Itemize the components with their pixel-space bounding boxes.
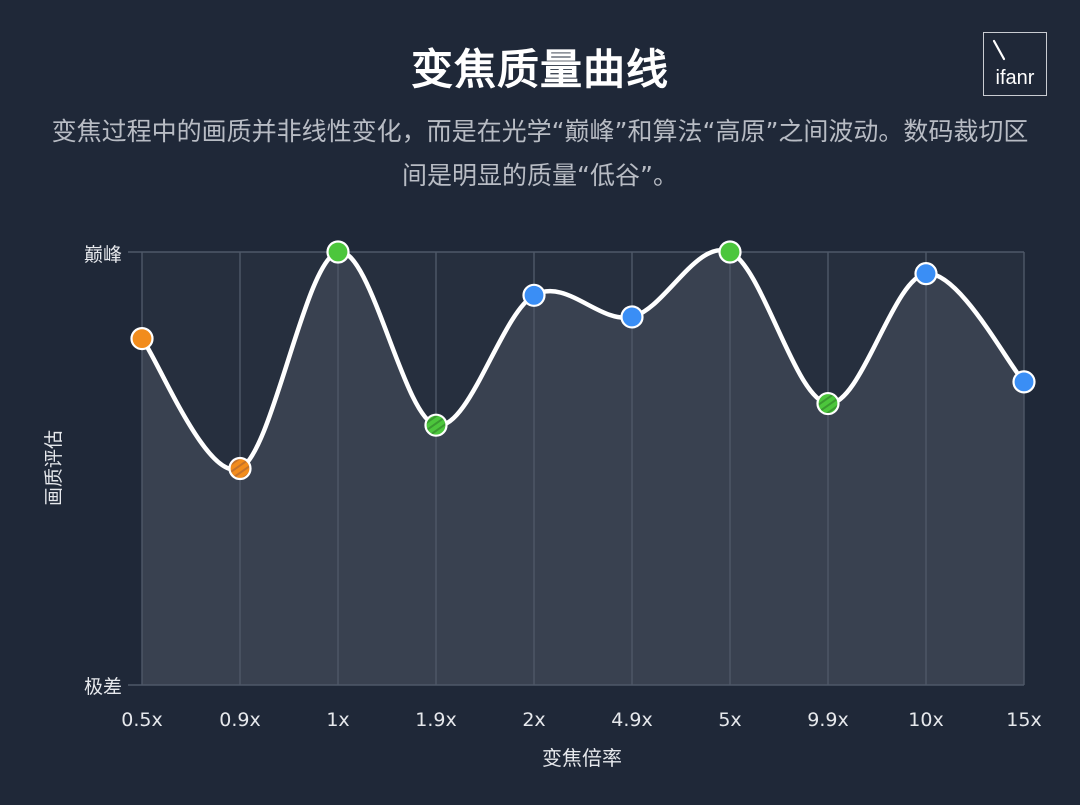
data-point	[130, 327, 154, 351]
data-point	[1012, 370, 1036, 394]
chart-title: 变焦质量曲线	[410, 45, 669, 94]
series-line	[139, 247, 1027, 472]
data-point	[718, 240, 742, 264]
data-point	[326, 240, 350, 264]
data-point	[228, 456, 252, 481]
x-tick-label: 4.9x	[611, 709, 652, 731]
data-points	[130, 240, 1036, 481]
chart-subtitle: 变焦过程中的画质并非线性变化，而是在光学“巅峰”和算法“高原”之间波动。数码裁切…	[51, 117, 1029, 190]
x-tick-label: 1.9x	[415, 709, 456, 731]
x-tick-label: 1x	[326, 709, 349, 731]
ifanr-logo: ifanr	[983, 32, 1047, 96]
x-tick-label: 2x	[522, 709, 545, 731]
y-tick-label-bottom: 极差	[84, 676, 122, 698]
data-point	[914, 262, 938, 286]
quality-series	[139, 247, 1027, 472]
logo-text: ifanr	[995, 67, 1035, 89]
data-point	[424, 413, 448, 437]
x-tick-label: 10x	[908, 709, 943, 731]
x-tick-label: 5x	[718, 709, 741, 731]
grid-lines	[128, 251, 1025, 686]
x-tick-labels: 0.5x 0.9x 1x 1.9x 2x 4.9x 5x 9.9x 10x 15x	[121, 709, 1041, 731]
y-tick-label-top: 巅峰	[84, 244, 122, 266]
x-tick-label: 0.9x	[219, 709, 260, 731]
x-tick-label: 9.9x	[807, 709, 848, 731]
area-fill	[142, 250, 1024, 685]
data-point	[816, 391, 840, 416]
y-axis-label: 画质评估	[43, 430, 65, 506]
plot-area	[142, 250, 1024, 685]
data-point	[522, 283, 546, 307]
logo-slash-icon	[992, 39, 1006, 61]
x-axis-label: 变焦倍率	[542, 746, 622, 770]
x-tick-label: 15x	[1006, 709, 1041, 731]
x-tick-label: 0.5x	[121, 709, 162, 731]
data-point	[620, 305, 644, 329]
